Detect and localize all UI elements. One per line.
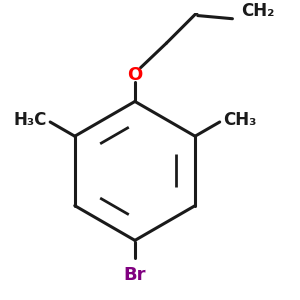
Text: CH₃: CH₃ [223, 111, 256, 129]
Text: CH₂: CH₂ [241, 2, 274, 20]
Text: O: O [127, 66, 142, 84]
Text: Br: Br [124, 266, 146, 284]
Text: H₃C: H₃C [14, 111, 47, 129]
